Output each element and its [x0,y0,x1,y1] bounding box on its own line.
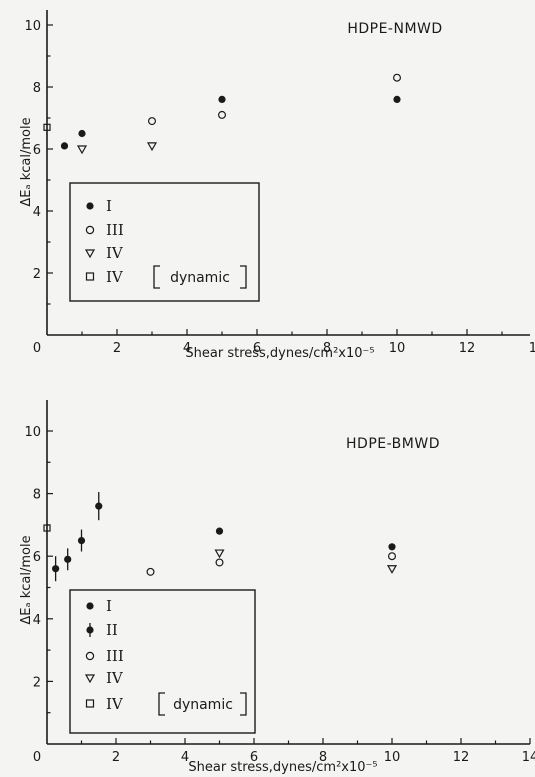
legend-label: IV [106,695,124,713]
data-point-open-circle [146,567,155,576]
data-point-filled-circle [52,565,60,573]
data-point-filled-circle [60,142,69,150]
legend-label: III [106,221,124,239]
x-tick-label: 14 [522,750,535,765]
x-tick-label: 10 [384,750,401,765]
legend-box [69,589,256,734]
data-point-open-circle [218,110,227,119]
data-point-open-circle [388,552,397,561]
x-tick-label: 0 [33,341,41,356]
legend-label: III [106,647,124,665]
x-tick-label: 4 [183,341,191,356]
x-tick-label: 12 [459,341,476,356]
x-tick-label: 2 [112,750,120,765]
x-tick-label: 2 [113,341,121,356]
x-tick-label: 0 [33,750,41,765]
data-point-open-square [43,123,51,131]
data-point-filled-circle [218,95,226,103]
data-point-open-square [43,524,51,532]
legend-marker-filled-circle-errorbar [86,626,94,634]
data-point-open-triangle [76,145,88,155]
y-tick-label: 2 [33,675,41,690]
chart-hdpe-nmwd: HDPE-NMWD Shear stress,dynes/cm²x10⁻⁵ ΔE… [19,10,535,361]
chart-title: HDPE-BMWD [346,436,440,452]
y-tick-label: 10 [24,425,41,440]
bracket-right [240,265,247,289]
data-point-filled-circle [64,555,72,563]
chart-title: HDPE-NMWD [347,21,442,37]
legend-marker-open-triangle [84,674,96,684]
x-tick-label: 14 [529,341,535,356]
chart-hdpe-bmwd: HDPE-BMWD Shear stress,dynes/cm²x10⁻⁵ ΔE… [19,400,535,775]
bracket-left [153,265,160,289]
x-tick-label: 12 [453,750,470,765]
legend-marker-open-square [85,699,95,708]
legend-marker-open-circle [85,225,95,235]
data-point-filled-circle [78,129,86,138]
plot-area: 0 2 4 6 8 10 12 14 2 4 6 8 10 [24,10,535,356]
data-point-filled-circle [388,543,396,551]
data-point-open-circle [148,117,157,126]
x-axis-label: Shear stress,dynes/cm²x10⁻⁵ [185,346,374,361]
y-tick-label: 2 [33,267,41,282]
legend-label: I [106,597,112,615]
legend-marker-filled-circle [86,602,94,610]
x-tick-label: 6 [250,750,258,765]
y-tick-label: 10 [24,19,41,34]
x-tick-label: 10 [389,341,406,356]
data-point-open-circle [215,558,224,567]
legend-label: II [106,621,118,639]
legend: I III IV IV dynamic [69,182,260,302]
data-point-filled-circle [215,527,224,535]
data-point-open-triangle [214,549,225,559]
legend-label: I [106,197,112,215]
x-tick-label: 8 [319,750,327,765]
legend-marker-open-circle [85,651,95,661]
data-point-open-triangle [146,142,158,152]
y-axis-label: ΔEₐ kcal/mole [19,535,34,624]
legend-label-dynamic: dynamic [170,270,230,286]
y-tick-label: 8 [33,81,41,96]
y-tick-label: 4 [33,613,41,628]
y-tick-label: 6 [33,550,41,565]
legend-box [69,182,260,302]
legend-label: IV [106,669,124,687]
x-tick-label: 6 [253,341,261,356]
y-tick-label: 6 [33,143,41,158]
legend: I II III IV IV dynamic [69,589,256,734]
x-axis-label: Shear stress,dynes/cm²x10⁻⁵ [188,760,377,775]
plot-area: 0 2 4 6 8 10 12 14 2 4 6 8 10 [24,400,535,765]
y-axis-label: ΔEₐ kcal/mole [19,117,34,206]
x-tick-label: 4 [181,750,189,765]
data-point-open-circle [393,73,402,82]
data-point-open-triangle [386,565,398,574]
data-point-filled-circle [393,95,401,103]
bracket-left [158,692,165,716]
y-tick-label: 8 [33,488,41,503]
legend-label: IV [106,268,124,286]
x-tick-label: 8 [323,341,331,356]
legend-marker-filled-circle [86,202,94,210]
legend-label: IV [106,244,124,262]
legend-marker-open-square [85,272,95,281]
data-point-filled-circle [95,502,103,510]
legend-label-dynamic: dynamic [173,697,233,713]
legend-marker-open-triangle [84,249,96,259]
bracket-right [240,692,247,716]
y-tick-label: 4 [33,205,41,220]
data-point-filled-circle [77,536,86,545]
